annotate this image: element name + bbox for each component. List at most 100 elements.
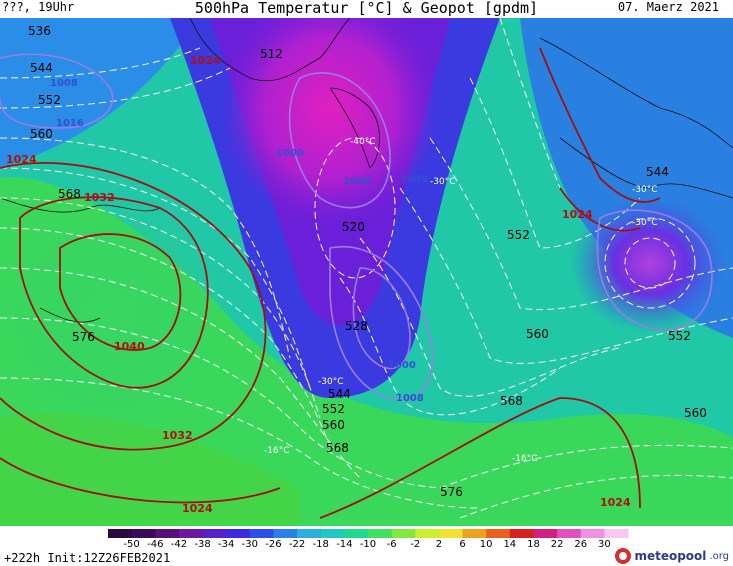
pressure-label: 1024	[562, 208, 593, 221]
forecast-date: 07. Maerz 2021	[617, 0, 719, 14]
geopot-label: 544	[30, 61, 53, 75]
color-scale-swatch	[533, 529, 558, 538]
low-pressure-label: 1000	[388, 360, 416, 371]
temperature-label: -30°C	[430, 177, 455, 187]
pressure-label: 1032	[84, 191, 115, 204]
meteopool-logo-icon	[615, 548, 632, 564]
geopot-label: 560	[526, 327, 549, 341]
color-scale-swatch	[273, 529, 298, 538]
low-pressure-label: 1000	[276, 148, 304, 159]
color-scale-swatch	[297, 529, 322, 538]
geopot-label: 560	[30, 127, 53, 141]
geopot-label: 544	[646, 165, 669, 179]
color-scale-label: 22	[550, 539, 564, 550]
color-scale-swatch	[462, 529, 487, 538]
color-scale-swatch	[486, 529, 511, 538]
geopot-label: 528	[345, 319, 368, 333]
color-scale-label: -38	[194, 539, 211, 550]
pressure-contours-high	[0, 47, 661, 519]
geopot-label: 552	[322, 402, 345, 416]
init-time: +222h Init:12Z26FEB2021	[4, 551, 171, 565]
color-scale-swatch	[580, 529, 605, 538]
color-scale-label: 6	[459, 539, 466, 550]
temperature-label: -16°C	[264, 446, 289, 456]
color-scale-swatch	[391, 529, 416, 538]
color-scale-label: -30	[241, 539, 258, 550]
low-core	[570, 193, 730, 333]
color-scale-bar	[108, 529, 629, 538]
temperature-label: -30°C	[632, 218, 657, 228]
temperature-label: -30°C	[318, 377, 343, 387]
geopot-label: 552	[668, 329, 691, 343]
forecast-time-label: ???, 19Uhr	[2, 0, 75, 14]
color-scale-label: -18	[312, 539, 329, 550]
color-scale-label: -10	[359, 539, 377, 550]
color-scale-label: -46	[147, 539, 164, 550]
color-scale-label: -2	[410, 539, 421, 550]
color-scale-swatch	[131, 529, 156, 538]
color-scale-label: -14	[336, 539, 353, 550]
geopot-label: 552	[38, 93, 61, 107]
color-scale-swatch	[344, 529, 369, 538]
geopot-label: 568	[326, 441, 349, 455]
footer-bar: -50 -46 -42 -38 -34 -30 -26 -22 -18 -14 -10 -6 -2 2 6 1…	[0, 526, 733, 566]
color-scale-swatch	[226, 529, 251, 538]
color-scale-swatch	[249, 529, 274, 538]
color-scale-swatch	[368, 529, 393, 538]
map-title: 500hPa Temperatur [°C] & Geopot [gpdm]	[194, 0, 539, 17]
color-scale-label: 18	[527, 539, 540, 550]
pressure-contours-low	[0, 53, 713, 401]
header-bar: ???, 19Uhr 500hPa Temperatur [°C] & Geop…	[0, 0, 733, 18]
color-scale-label: 2	[435, 539, 443, 550]
color-scale-label: 14	[503, 539, 517, 550]
weather-map: 536 544 552 560 568 576 512 520 528 544 …	[0, 18, 733, 526]
cold-core	[220, 18, 440, 228]
pressure-label: 1024	[600, 496, 631, 509]
color-scale-swatch	[202, 529, 227, 538]
color-scale-label: 26	[574, 539, 588, 550]
pressure-label: 1024	[6, 153, 37, 166]
geopot-label: 536	[28, 24, 51, 38]
logo-name: meteopool	[634, 549, 707, 563]
pressure-label: 1024	[182, 502, 213, 515]
color-scale-swatch	[415, 529, 440, 538]
geopot-label: 512	[260, 47, 283, 61]
temperature-label: -40°C	[350, 137, 375, 147]
pressure-label: 1032	[162, 429, 193, 442]
geopot-label: 576	[440, 485, 463, 499]
low-pressure-label: 1016	[56, 118, 84, 129]
color-scale-label: -6	[386, 539, 397, 550]
low-pressure-label: 1008	[50, 78, 78, 89]
high-region	[0, 198, 230, 438]
pressure-label: 1024	[190, 54, 221, 67]
color-scale-label: -34	[218, 539, 235, 550]
color-scale-swatch	[108, 529, 133, 538]
color-scale-swatch	[155, 529, 180, 538]
temperature-label: -30°C	[632, 185, 657, 195]
geopot-label: 560	[684, 406, 707, 420]
geopot-label: 560	[322, 418, 345, 432]
color-scale-swatch	[509, 529, 534, 538]
color-scale-swatch	[178, 529, 204, 538]
pressure-label: 1040	[114, 340, 145, 353]
color-scale-swatch	[604, 529, 629, 538]
geopot-label: 568	[58, 187, 81, 201]
color-scale-label: -26	[265, 539, 282, 550]
color-scale-label: -22	[288, 539, 306, 550]
geopot-label: 576	[72, 330, 95, 344]
geopot-label: 520	[342, 220, 365, 234]
geopot-label: 568	[500, 394, 523, 408]
meteopool-logo[interactable]: meteopool .org	[615, 548, 729, 564]
temperature-label: -16°C	[512, 454, 537, 464]
geopot-label: 552	[507, 228, 530, 242]
low-pressure-label: 1008	[400, 174, 428, 185]
geopot-label: 544	[328, 387, 351, 401]
low-pressure-label: 1008	[343, 176, 371, 187]
color-scale-label: -50	[123, 539, 140, 550]
low-pressure-label: 1008	[396, 393, 424, 404]
color-scale-label: -42	[170, 539, 188, 550]
color-scale-label: 30	[597, 539, 611, 550]
color-scale-swatch	[557, 529, 582, 538]
color-scale-swatch	[438, 529, 464, 538]
color-scale-swatch	[320, 529, 345, 538]
